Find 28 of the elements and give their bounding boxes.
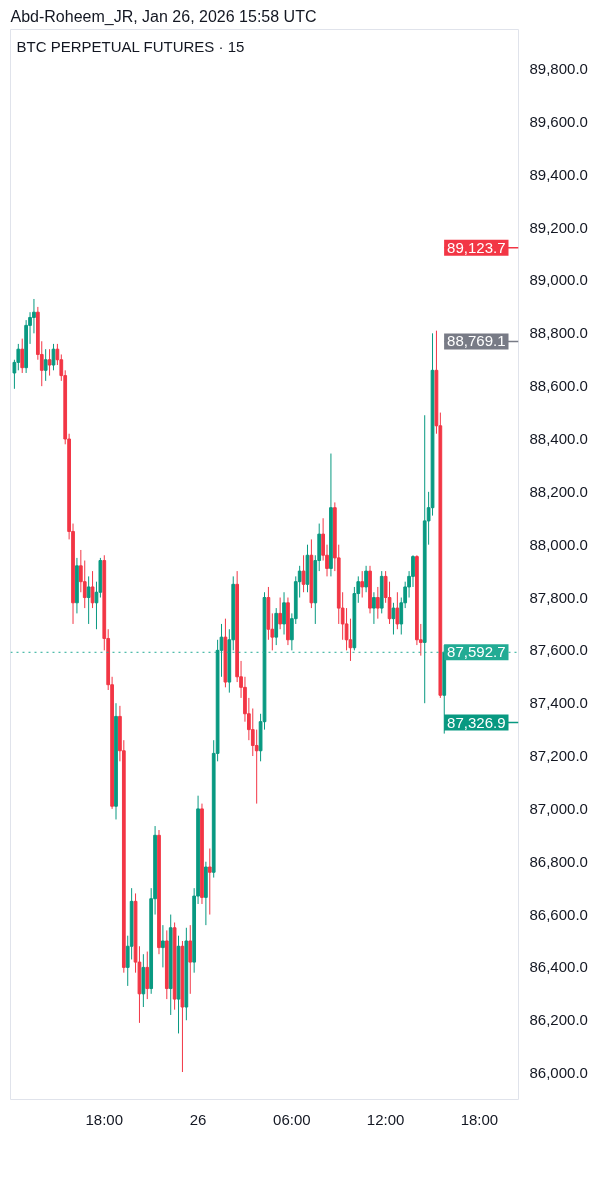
y-tick-label: 86,200.0 bbox=[529, 1011, 588, 1029]
y-tick-label: 87,400.0 bbox=[529, 694, 588, 712]
x-tick-label: 26 bbox=[189, 1110, 207, 1128]
y-tick-label: 89,200.0 bbox=[529, 218, 588, 236]
y-tick-label: 89,000.0 bbox=[529, 271, 588, 289]
text: BTC PERPETUAL FUTURES · 15 bbox=[16, 37, 245, 55]
y-tick-label: 86,400.0 bbox=[529, 958, 588, 976]
y-tick-label: 87,200.0 bbox=[529, 747, 588, 765]
chart-subtitle: Abd-Roheem_JR, Jan 26, 2026 15:58 UTC bbox=[10, 7, 317, 26]
y-tick-label: 86,800.0 bbox=[529, 852, 588, 870]
y-tick-label: 88,800.0 bbox=[529, 324, 588, 342]
y-tick-label: 89,800.0 bbox=[529, 60, 588, 78]
y-tick-label: 87,800.0 bbox=[529, 588, 588, 606]
y-tick-label: 87,000.0 bbox=[529, 799, 588, 817]
x-tick-label: 06:00 bbox=[273, 1110, 311, 1128]
y-tick-label: 86,000.0 bbox=[529, 1064, 588, 1082]
x-tick-label: 18:00 bbox=[460, 1110, 499, 1128]
x-tick-label: 12:00 bbox=[366, 1110, 405, 1128]
ref-line-label: 87,592.7 bbox=[447, 643, 506, 661]
x-tick-label: 18:00 bbox=[85, 1110, 124, 1128]
y-tick-label: 88,200.0 bbox=[529, 482, 588, 500]
y-tick-label: 86,600.0 bbox=[529, 905, 588, 923]
y-tick-label: 89,600.0 bbox=[529, 112, 588, 130]
y-tick-label: 88,400.0 bbox=[529, 430, 588, 448]
y-tick-label: 87,600.0 bbox=[529, 641, 588, 659]
y-tick-label: 88,000.0 bbox=[529, 535, 588, 553]
y-tick-label: 89,400.0 bbox=[529, 165, 588, 183]
y-tick-label: 88,600.0 bbox=[529, 377, 588, 395]
